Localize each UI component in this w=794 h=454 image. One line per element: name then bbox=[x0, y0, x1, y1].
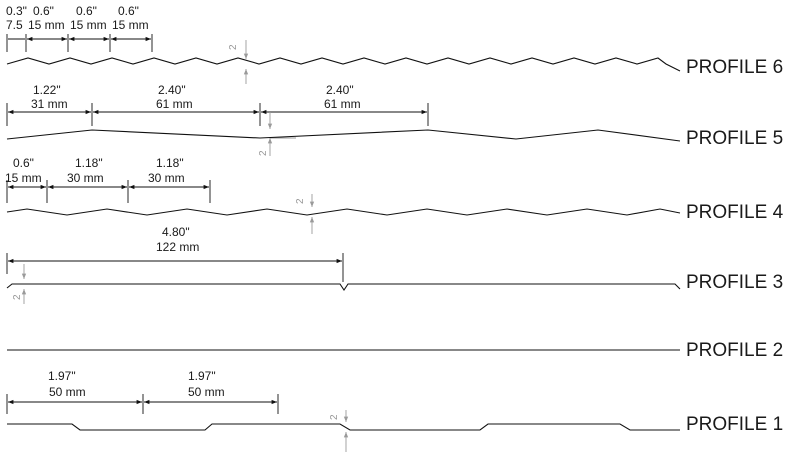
profile-4-dim-3-in: 1.18" bbox=[156, 156, 184, 170]
profile-5-dim-2-in: 2.40" bbox=[158, 83, 186, 97]
profile-4-dim-2-mm: 30 mm bbox=[67, 171, 104, 185]
profile-4-line bbox=[6, 208, 681, 216]
profile-2-label: PROFILE 2 bbox=[686, 340, 783, 361]
profile-6-depth-label: 2 bbox=[228, 44, 239, 50]
profile-5-line bbox=[6, 129, 681, 142]
profile-4-dim-1-in: 0.6" bbox=[13, 156, 34, 170]
profile-3-depth-label: 2 bbox=[12, 294, 23, 300]
profile-6-dim-4-in: 0.6" bbox=[118, 4, 139, 18]
profile-1-dim-1-in: 1.97" bbox=[48, 369, 76, 383]
profile-3-dim-1-in: 4.80" bbox=[162, 225, 190, 239]
profile-5-dim-1-in: 1.22" bbox=[33, 83, 61, 97]
profile-6-line bbox=[6, 57, 681, 72]
profile-6-dim-4-mm: 15 mm bbox=[112, 18, 149, 32]
profile-3-line bbox=[6, 283, 681, 291]
profile-1-dim-2-in: 1.97" bbox=[188, 369, 216, 383]
profile-1-depth-label: 2 bbox=[329, 414, 340, 420]
profile-3-dim-1-mm: 122 mm bbox=[156, 240, 199, 254]
profile-6-dim-2-mm: 15 mm bbox=[28, 18, 65, 32]
profile-1-group: 1.97" 50 mm 1.97" 50 mm 2 PROFILE 1 bbox=[6, 369, 783, 452]
profile-1-line bbox=[7, 423, 680, 431]
profile-1-label: PROFILE 1 bbox=[686, 414, 783, 435]
profile-6-dim-1-mm: 7.5 bbox=[6, 18, 23, 32]
profile-4-dim-1-mm: 15 mm bbox=[5, 171, 42, 185]
profile-5-label: PROFILE 5 bbox=[686, 128, 783, 149]
profile-5-dim-1-mm: 31 mm bbox=[31, 97, 68, 111]
profile-6-dim-1-in: 0.3" bbox=[6, 4, 27, 18]
profile-4-label: PROFILE 4 bbox=[686, 202, 784, 223]
profile-4-depth-label: 2 bbox=[295, 198, 306, 204]
profile-6-label: PROFILE 6 bbox=[686, 57, 783, 78]
profile-6-dim-3-in: 0.6" bbox=[76, 4, 97, 18]
profile-6-dim-2-in: 0.6" bbox=[33, 4, 54, 18]
profile-5-group: 1.22" 31 mm 2.40" 61 mm 2.40" 61 mm 2 PR… bbox=[6, 83, 783, 156]
profile-3-group: 4.80" 122 mm 2 PROFILE 3 bbox=[6, 225, 783, 304]
profile-3-label: PROFILE 3 bbox=[686, 272, 783, 293]
profile-1-dim-1-mm: 50 mm bbox=[49, 385, 86, 399]
profile-4-group: 0.6" 15 mm 1.18" 30 mm 1.18" 30 mm 2 PRO… bbox=[5, 156, 784, 234]
profile-5-dim-3-mm: 61 mm bbox=[324, 97, 361, 111]
profile-6-dim-3-mm: 15 mm bbox=[70, 18, 107, 32]
profile-5-dim-3-in: 2.40" bbox=[326, 83, 354, 97]
profile-4-dim-3-mm: 30 mm bbox=[148, 171, 185, 185]
profile-1-dim-2-mm: 50 mm bbox=[188, 385, 225, 399]
profile-5-dim-2-mm: 61 mm bbox=[156, 97, 193, 111]
profile-2-group: PROFILE 2 bbox=[7, 340, 783, 361]
profile-4-dim-2-in: 1.18" bbox=[75, 156, 103, 170]
profile-5-depth-label: 2 bbox=[258, 150, 269, 156]
profile-6-group: 0.3" 7.5 0.6" 15 mm 0.6" 15 mm 0.6" 15 m… bbox=[6, 4, 783, 84]
